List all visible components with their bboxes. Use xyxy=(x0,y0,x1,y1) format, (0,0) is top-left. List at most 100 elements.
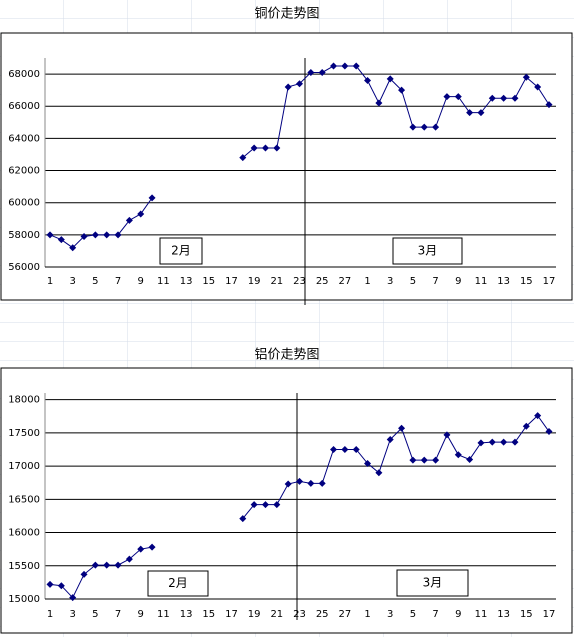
data-point xyxy=(330,62,338,70)
x-tick-label: 7 xyxy=(432,276,438,287)
data-point xyxy=(273,144,281,152)
data-point xyxy=(114,561,122,569)
y-tick-label: 60000 xyxy=(8,198,40,209)
data-point xyxy=(148,543,156,551)
data-point xyxy=(137,210,145,218)
data-point xyxy=(364,459,372,467)
x-tick-label: 3 xyxy=(387,276,393,287)
x-tick-label: 25 xyxy=(316,609,329,620)
y-tick-label: 64000 xyxy=(8,133,40,144)
x-tick-label: 13 xyxy=(180,276,193,287)
data-point xyxy=(46,231,54,239)
data-point xyxy=(511,438,519,446)
data-point xyxy=(522,73,530,81)
data-point xyxy=(261,501,269,509)
data-point xyxy=(409,456,417,464)
x-tick-label: 11 xyxy=(157,609,170,620)
x-tick-label: 23 xyxy=(293,276,306,287)
x-tick-label: 13 xyxy=(497,609,510,620)
data-point xyxy=(488,438,496,446)
data-point xyxy=(352,445,360,453)
chart-area xyxy=(0,32,573,301)
x-tick-label: 15 xyxy=(520,276,533,287)
x-tick-label: 15 xyxy=(520,609,533,620)
data-point xyxy=(114,231,122,239)
y-tick-label: 17500 xyxy=(8,428,40,439)
data-point xyxy=(534,412,542,420)
x-tick-label: 1 xyxy=(47,609,53,620)
data-point xyxy=(239,154,247,162)
data-point xyxy=(91,231,99,239)
data-point xyxy=(386,75,394,83)
series-line xyxy=(49,546,153,599)
data-point xyxy=(330,445,338,453)
x-tick-label: 13 xyxy=(497,276,510,287)
x-tick-label: 15 xyxy=(202,609,215,620)
x-tick-label: 5 xyxy=(92,609,98,620)
x-tick-label: 13 xyxy=(180,609,193,620)
x-tick-label: 5 xyxy=(410,276,416,287)
data-point xyxy=(296,80,303,88)
y-tick-label: 62000 xyxy=(8,166,40,177)
x-tick-label: 11 xyxy=(475,276,488,287)
data-point xyxy=(250,144,258,152)
x-tick-label: 7 xyxy=(432,609,438,620)
series-line xyxy=(242,65,550,159)
x-tick-label: 1 xyxy=(47,276,53,287)
data-point xyxy=(420,123,428,131)
data-point xyxy=(488,94,496,102)
data-point xyxy=(57,236,65,244)
annotation-box xyxy=(159,237,203,265)
x-tick-label: 17 xyxy=(225,609,238,620)
y-tick-label: 15000 xyxy=(8,594,40,605)
x-tick-label: 1 xyxy=(364,276,370,287)
x-tick-label: 5 xyxy=(410,609,416,620)
x-tick-label: 3 xyxy=(69,276,75,287)
data-point xyxy=(91,561,99,569)
data-point xyxy=(364,77,372,85)
data-point xyxy=(103,561,111,569)
data-point xyxy=(500,94,508,102)
annotation: 2月 xyxy=(168,576,188,590)
x-tick-label: 21 xyxy=(270,609,283,620)
data-point xyxy=(420,456,428,464)
data-point xyxy=(375,99,383,107)
chart-area xyxy=(0,367,573,634)
chart-title: 铝价走势图 xyxy=(254,347,319,363)
data-point xyxy=(318,479,326,487)
data-point xyxy=(318,68,326,76)
x-tick-label: 27 xyxy=(338,276,351,287)
x-tick-label: 11 xyxy=(157,276,170,287)
data-point xyxy=(386,436,394,444)
data-point xyxy=(341,62,349,70)
data-point xyxy=(57,582,65,590)
data-point xyxy=(137,545,145,553)
x-tick-label: 7 xyxy=(115,609,121,620)
data-point xyxy=(148,194,156,202)
annotation: 3月 xyxy=(418,244,438,258)
chart-title: 铜价走势图 xyxy=(254,6,319,22)
data-point xyxy=(466,109,474,117)
x-tick-label: 17 xyxy=(543,609,556,620)
x-tick-label: 25 xyxy=(316,276,329,287)
annotation: 2月 xyxy=(171,244,191,258)
data-point xyxy=(80,232,88,240)
x-tick-label: 7 xyxy=(115,276,121,287)
x-tick-label: 1 xyxy=(364,609,370,620)
data-point xyxy=(352,62,360,70)
x-tick-label: 27 xyxy=(338,609,351,620)
annotation: 3月 xyxy=(423,576,443,590)
y-tick-label: 58000 xyxy=(8,230,40,241)
data-point xyxy=(398,424,406,432)
data-point xyxy=(125,555,133,563)
data-point xyxy=(432,456,440,464)
data-point xyxy=(454,93,462,101)
series-line xyxy=(242,414,550,519)
x-tick-label: 23 xyxy=(293,609,306,620)
x-tick-label: 11 xyxy=(475,609,488,620)
y-tick-label: 18000 xyxy=(8,395,40,406)
data-point xyxy=(69,244,77,252)
data-point xyxy=(500,438,508,446)
